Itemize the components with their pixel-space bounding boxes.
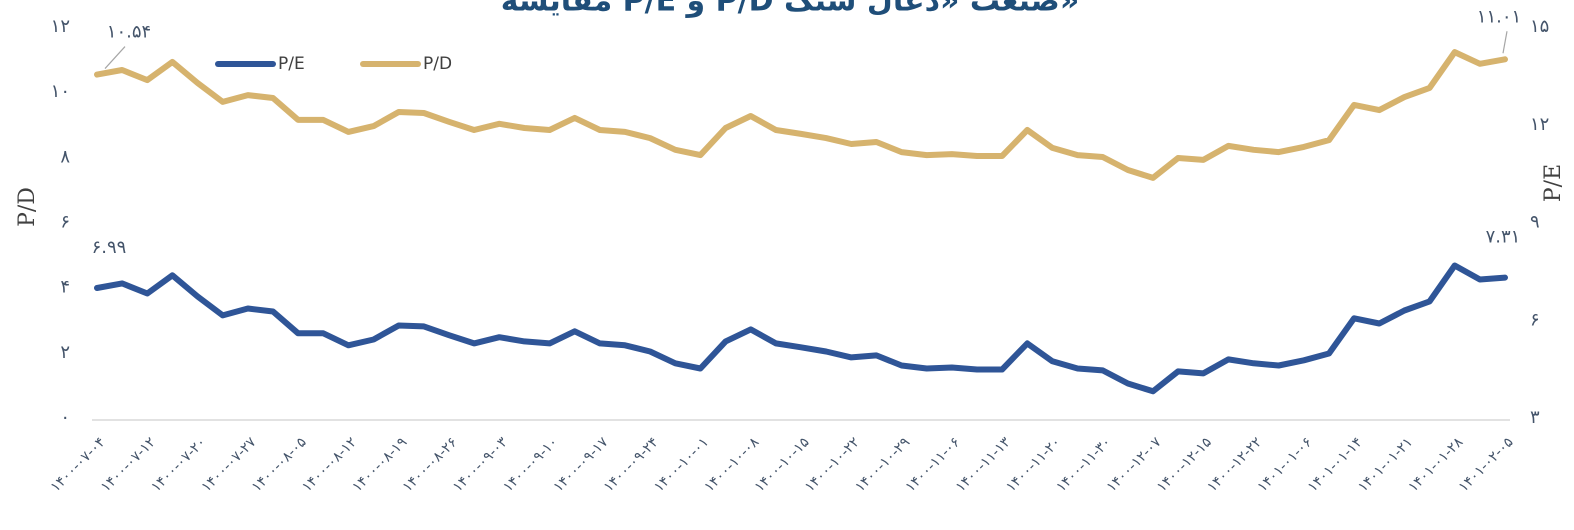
label-leader (1502, 31, 1508, 54)
series-line (94, 49, 1508, 181)
y-tick-label: ۱۰ (51, 81, 70, 102)
y2-tick-label: ۹ (1530, 212, 1540, 233)
y-tick-label: ۴ (60, 277, 70, 298)
data-label: ۱۱.۰۱ (1477, 6, 1521, 27)
y2-axis-title: P/E (1541, 164, 1566, 202)
legend-label: P/E (278, 54, 305, 74)
y-tick-label: ۶ (60, 212, 70, 233)
data-label: ۷.۳۱ (1486, 227, 1521, 248)
y2-tick-label: ۶ (1530, 309, 1540, 330)
x-tick-label: ۱۴۰۱-۰۲-۰۵ (1456, 434, 1517, 495)
y-tick-label: ۸ (60, 146, 70, 167)
series-line (94, 262, 1508, 395)
y2-tick-label: ۱۵ (1530, 16, 1549, 37)
chart-title: مقایسه P/E و P/D صنعت «ذغال سنگ» (501, 0, 1079, 19)
label-leader (104, 46, 126, 69)
legend-label: P/D (423, 54, 452, 74)
y2-tick-label: ۱۲ (1530, 114, 1549, 135)
y-axis-title: P/D (15, 187, 40, 227)
y-tick-label: ۰ (60, 407, 70, 428)
data-label: ۱۰.۵۴ (107, 22, 151, 43)
y-tick-label: ۱۲ (51, 16, 70, 37)
y-tick-label: ۲ (60, 342, 70, 363)
data-label: ۶.۹۹ (92, 237, 127, 258)
y2-tick-label: ۳ (1530, 407, 1540, 428)
